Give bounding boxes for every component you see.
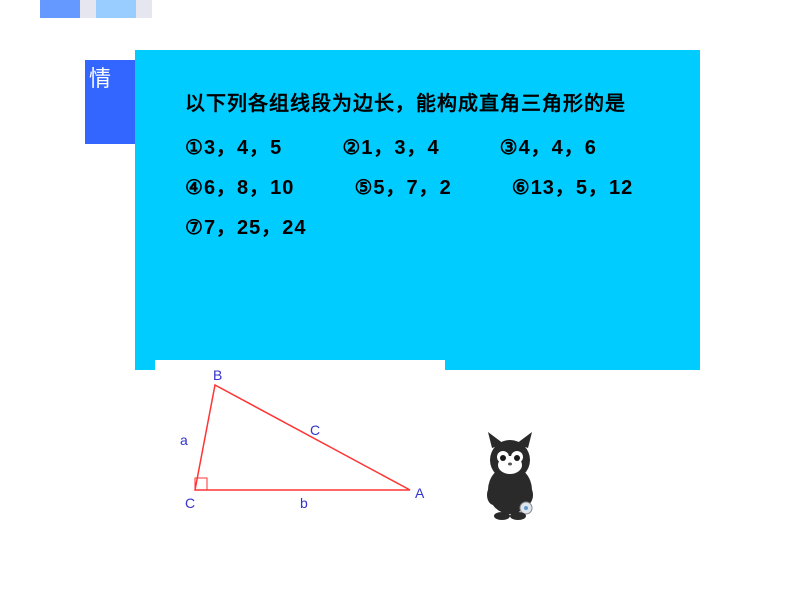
vertex-A: A: [415, 485, 425, 501]
vertex-C: C: [185, 495, 195, 511]
triangle-diagram: B C a C b A: [155, 360, 445, 520]
topbar-seg: [40, 0, 80, 18]
side-b: b: [300, 495, 308, 511]
option: ⑦7，25，24: [185, 208, 307, 248]
option: ②1，3，4: [342, 128, 439, 168]
blue-tab-text: 情: [89, 66, 111, 91]
option: ③4，4，6: [500, 128, 597, 168]
option-row: ①3，4，5 ②1，3，4 ③4，4，6: [185, 128, 670, 168]
topbar-seg: [136, 0, 152, 18]
topbar-seg: [152, 0, 760, 18]
option: ⑤5，7，2: [354, 168, 451, 208]
question-text: 以下列各组线段为边长，能构成直角三角形的是: [185, 84, 670, 124]
option-row: ⑦7，25，24: [185, 208, 670, 248]
cat-mascot-icon: [470, 430, 550, 520]
topbar-seg: [96, 0, 136, 18]
topbar: [40, 0, 760, 18]
vertex-B: B: [213, 367, 222, 383]
slide: 情 以下列各组线段为边长，能构成直角三角形的是 ①3，4，5 ②1，3，4 ③4…: [40, 0, 760, 540]
side-c: C: [310, 422, 320, 438]
topbar-seg: [80, 0, 96, 18]
side-a: a: [180, 432, 188, 448]
option: ①3，4，5: [185, 128, 282, 168]
option: ④6，8，10: [185, 168, 294, 208]
triangle-shape: [195, 385, 410, 490]
blue-tab: 情: [85, 60, 135, 144]
question-box: 以下列各组线段为边长，能构成直角三角形的是 ①3，4，5 ②1，3，4 ③4，4…: [135, 50, 700, 370]
option-row: ④6，8，10 ⑤5，7，2 ⑥13，5，12: [185, 168, 670, 208]
option: ⑥13，5，12: [512, 168, 634, 208]
